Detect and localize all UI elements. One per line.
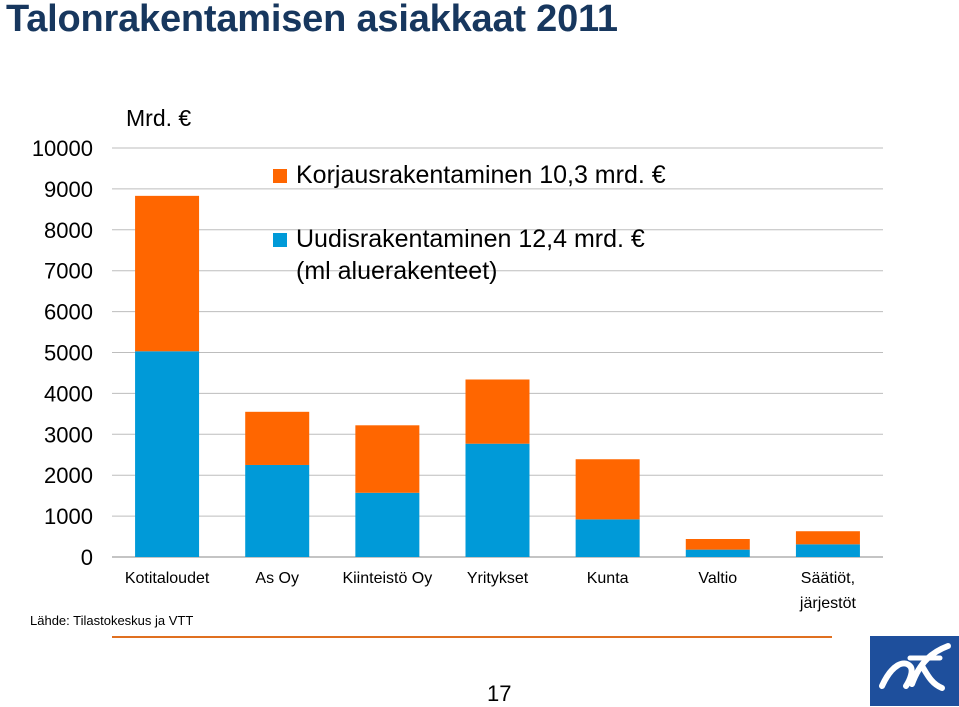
y-axis-label: Mrd. € — [126, 105, 191, 131]
y-tick-label: 10000 — [32, 136, 93, 161]
x-tick-label: Kiinteistö Oy — [342, 570, 432, 587]
page-number: 17 — [487, 681, 512, 706]
bar-segment-repair — [685, 539, 750, 550]
legend-label-extra: (ml aluerakenteet) — [296, 257, 497, 285]
bar-segment-new — [135, 351, 200, 557]
x-tick-label: As Oy — [255, 570, 299, 587]
y-tick-label: 5000 — [44, 341, 93, 366]
x-tick-label: Kunta — [587, 570, 629, 587]
legend-label: Uudisrakentaminen 12,4 mrd. € — [296, 225, 645, 253]
y-tick-label: 0 — [81, 545, 93, 570]
logo-icon — [870, 636, 959, 706]
bar-segment-repair — [245, 411, 310, 465]
x-tick-label: Kotitaloudet — [125, 570, 210, 587]
bar-segment-repair — [575, 459, 640, 520]
bar-segment-repair — [795, 531, 860, 545]
y-tick-label: 6000 — [44, 300, 93, 325]
x-tick-label: Valtio — [698, 570, 737, 587]
y-tick-label: 1000 — [44, 504, 93, 529]
bar-segment-new — [355, 492, 420, 557]
x-tick-label: Säätiöt, järjestöt — [799, 570, 857, 612]
source-note: Lähde: Tilastokeskus ja VTT — [30, 613, 194, 628]
chart-legend: Korjausrakentaminen 10,3 mrd. € Uudisrake… — [273, 161, 666, 285]
bar-segment-repair — [355, 425, 420, 493]
bar-segment-repair — [465, 379, 530, 444]
legend-label: Korjausrakentaminen 10,3 mrd. € — [296, 161, 666, 189]
bar-segment-new — [245, 464, 310, 557]
y-tick-label: 3000 — [44, 422, 93, 447]
y-axis-tick-labels: 0 1000 2000 3000 4000 5000 6000 7000 8000 9000 100… — [32, 136, 93, 570]
footer-divider — [112, 636, 832, 638]
bar-segment-new — [685, 549, 750, 557]
bar-segment-new — [465, 443, 530, 557]
y-tick-label: 2000 — [44, 463, 93, 488]
legend-swatch — [273, 169, 287, 183]
chart-bars — [135, 195, 860, 557]
y-tick-label: 9000 — [44, 177, 93, 202]
bar-segment-new — [795, 544, 860, 557]
y-tick-label: 4000 — [44, 381, 93, 406]
bar-segment-new — [575, 519, 640, 557]
slide-title: Talonrakentamisen asiakkaat 2011 — [6, 0, 618, 40]
x-tick-label: Yritykset — [467, 570, 529, 587]
bar-segment-repair — [135, 195, 200, 352]
legend-swatch — [273, 233, 287, 247]
y-tick-label: 7000 — [44, 259, 93, 284]
y-tick-label: 8000 — [44, 218, 93, 243]
x-axis-tick-labels: Kotitaloudet As Oy Kiinteistö Oy Yritykset K… — [125, 570, 857, 612]
